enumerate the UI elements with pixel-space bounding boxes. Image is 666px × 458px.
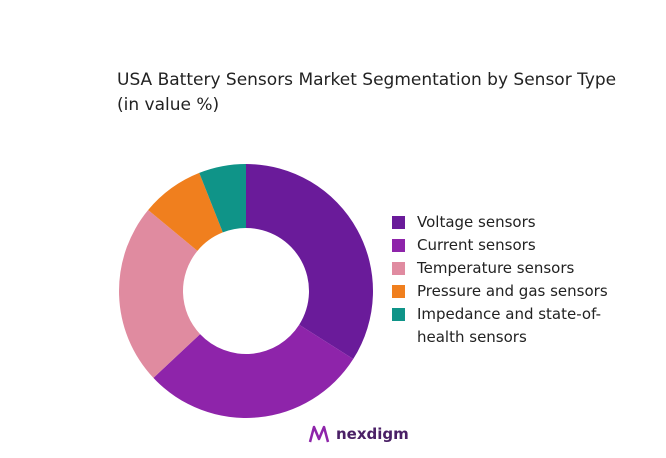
donut-slice	[153, 324, 354, 418]
donut-slice	[199, 164, 246, 233]
legend-item: Pressure and gas sensors	[392, 280, 642, 303]
legend-item: Temperature sensors	[392, 257, 642, 280]
logo: nexdigm	[308, 424, 409, 444]
legend-swatch	[392, 239, 405, 252]
legend-item: Current sensors	[392, 234, 642, 257]
legend-label: Current sensors	[417, 236, 536, 254]
chart-title: USA Battery Sensors Market Segmentation …	[117, 70, 617, 115]
donut-slice	[119, 210, 201, 378]
legend-swatch	[392, 285, 405, 298]
legend-label: Impedance and state-of-health sensors	[417, 305, 601, 346]
legend-label: Voltage sensors	[417, 213, 536, 231]
legend-item: Voltage sensors	[392, 211, 642, 234]
legend-swatch	[392, 262, 405, 275]
legend-swatch	[392, 216, 405, 229]
legend-label: Pressure and gas sensors	[417, 282, 608, 300]
logo-icon	[308, 425, 330, 443]
logo-text: nexdigm	[336, 425, 409, 443]
donut-slice	[246, 164, 373, 360]
donut-slice	[148, 172, 223, 251]
legend-swatch	[392, 308, 405, 321]
legend-label: Temperature sensors	[417, 259, 575, 277]
legend-item: Impedance and state-of-health sensors	[392, 303, 642, 349]
legend: Voltage sensors Current sensors Temperatur…	[392, 211, 642, 349]
